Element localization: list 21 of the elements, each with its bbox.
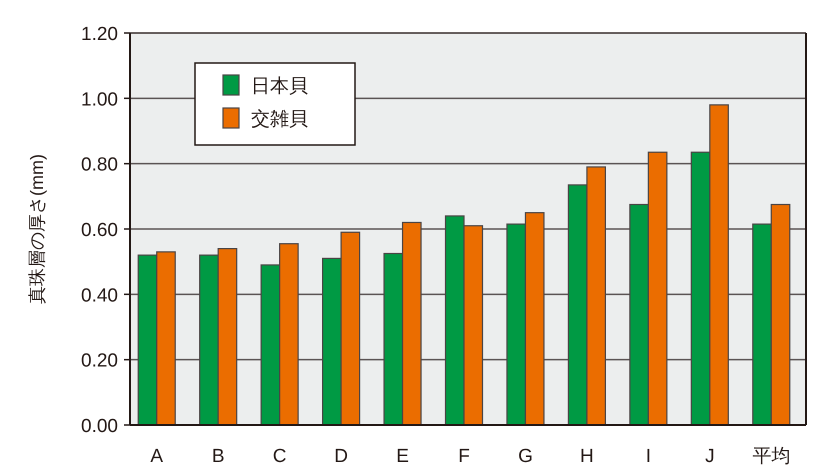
y-tick-label: 0.40: [81, 285, 118, 306]
x-tick-label: A: [150, 446, 164, 467]
x-tick-label: 平均: [752, 446, 790, 467]
y-tick-label: 0.00: [81, 416, 118, 437]
x-tick-label: C: [272, 446, 287, 467]
y-tick-label: 0.80: [81, 154, 118, 176]
x-tick-label: H: [580, 446, 594, 467]
x-tick-label: I: [646, 446, 652, 467]
x-tick-label: J: [705, 446, 715, 467]
x-tick-label: E: [396, 446, 409, 467]
y-tick-label: 0.60: [81, 220, 118, 241]
x-tick-label: G: [518, 446, 533, 467]
x-tick-label: F: [458, 446, 470, 467]
y-tick-label: 1.20: [81, 24, 118, 45]
x-tick-label: D: [334, 446, 348, 467]
y-axis-title: 真珠層の厚さ(mm): [27, 154, 47, 304]
y-tick-label: 0.20: [81, 350, 118, 372]
legend-label: 日本貝: [251, 76, 308, 97]
x-tick-label: B: [212, 446, 225, 467]
y-tick-label: 1.00: [81, 89, 118, 110]
legend-label: 交雑貝: [251, 108, 308, 130]
